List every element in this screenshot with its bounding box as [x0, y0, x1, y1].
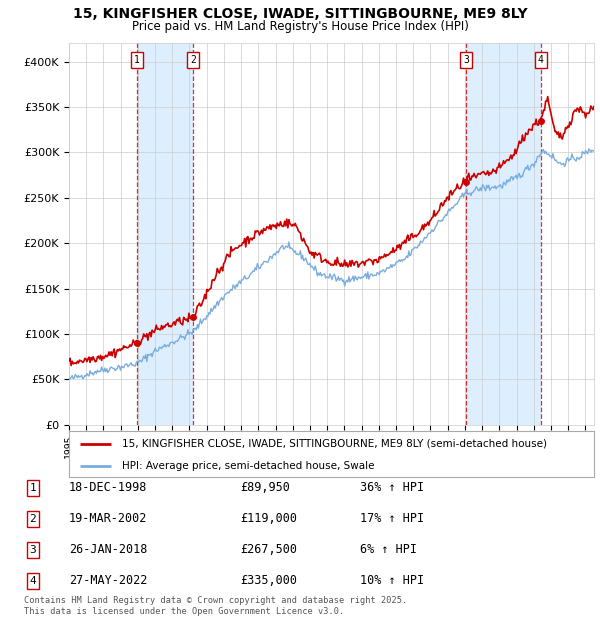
Bar	[466, 43, 541, 425]
Text: Contains HM Land Registry data © Crown copyright and database right 2025.
This d: Contains HM Land Registry data © Crown c…	[24, 596, 407, 616]
Text: 10% ↑ HPI: 10% ↑ HPI	[360, 575, 424, 587]
Text: £119,000: £119,000	[240, 513, 297, 525]
Text: HPI: Average price, semi-detached house, Swale: HPI: Average price, semi-detached house,…	[121, 461, 374, 471]
Bar	[137, 43, 193, 425]
Text: 3: 3	[29, 545, 37, 555]
Text: 6% ↑ HPI: 6% ↑ HPI	[360, 544, 417, 556]
Text: 4: 4	[29, 576, 37, 586]
Text: 19-MAR-2002: 19-MAR-2002	[69, 513, 148, 525]
Text: 2: 2	[29, 514, 37, 524]
Text: 4: 4	[538, 55, 544, 65]
Text: 15, KINGFISHER CLOSE, IWADE, SITTINGBOURNE, ME9 8LY (semi-detached house): 15, KINGFISHER CLOSE, IWADE, SITTINGBOUR…	[121, 439, 547, 449]
Text: 15, KINGFISHER CLOSE, IWADE, SITTINGBOURNE, ME9 8LY: 15, KINGFISHER CLOSE, IWADE, SITTINGBOUR…	[73, 7, 527, 22]
Text: £267,500: £267,500	[240, 544, 297, 556]
Text: 3: 3	[463, 55, 469, 65]
Text: 27-MAY-2022: 27-MAY-2022	[69, 575, 148, 587]
Text: 1: 1	[29, 483, 37, 493]
Text: Price paid vs. HM Land Registry's House Price Index (HPI): Price paid vs. HM Land Registry's House …	[131, 20, 469, 33]
Text: 36% ↑ HPI: 36% ↑ HPI	[360, 482, 424, 494]
Text: £89,950: £89,950	[240, 482, 290, 494]
Text: 18-DEC-1998: 18-DEC-1998	[69, 482, 148, 494]
Text: £335,000: £335,000	[240, 575, 297, 587]
Text: 17% ↑ HPI: 17% ↑ HPI	[360, 513, 424, 525]
Text: 26-JAN-2018: 26-JAN-2018	[69, 544, 148, 556]
Text: 1: 1	[134, 55, 140, 65]
Text: 2: 2	[190, 55, 196, 65]
